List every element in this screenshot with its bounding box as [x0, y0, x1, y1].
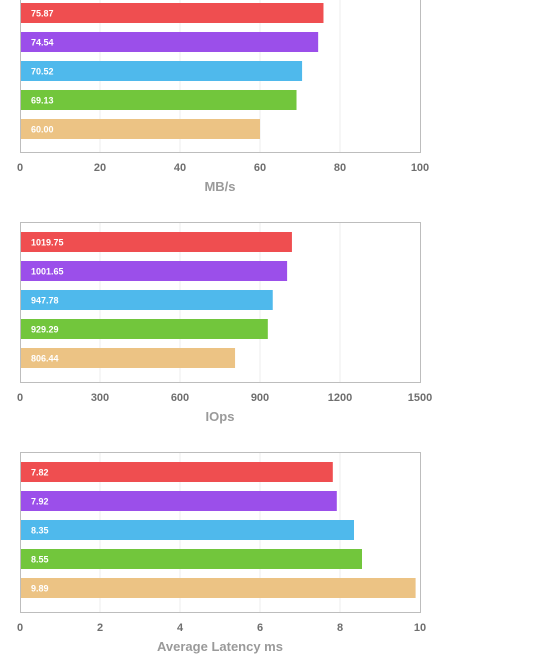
bar [21, 119, 260, 139]
x-tick-label: 900 [251, 392, 269, 404]
x-tick-label: 8 [337, 622, 343, 634]
x-tick-label: 6 [257, 622, 263, 634]
bar [21, 319, 268, 339]
bar [21, 462, 333, 482]
x-tick-label: 4 [177, 622, 184, 634]
bar-value-label: 1019.75 [31, 238, 64, 248]
bar [21, 90, 297, 110]
x-tick-label: 0 [17, 622, 23, 634]
bar [21, 232, 292, 252]
chart-1: 75.87 74.54 70.52 69.13 60.00 0 20 40 60 80 100 MB/… [17, 0, 429, 194]
x-axis-label: IOps [206, 409, 235, 424]
plot-frame [20, 222, 421, 383]
x-tick-label: 1200 [328, 392, 352, 404]
x-tick-label: 600 [171, 392, 189, 404]
plot-frame [20, 0, 421, 153]
x-axis-label: MB/s [204, 179, 235, 194]
bar-value-label: 69.13 [31, 96, 54, 106]
bar [21, 578, 416, 598]
x-tick-label: 80 [334, 162, 346, 174]
bar [21, 348, 236, 368]
bar-value-label: 75.87 [31, 9, 54, 19]
x-tick-label: 0 [17, 392, 23, 404]
chart-3: 7.82 7.92 8.35 8.55 9.89 0 2 4 6 8 10 Average Laten… [17, 452, 426, 654]
bar-value-label: 7.92 [31, 497, 49, 507]
x-tick-label: 20 [94, 162, 106, 174]
x-tick-label: 300 [91, 392, 109, 404]
bar-value-label: 806.44 [31, 354, 59, 364]
chart-2: 1019.75 1001.65 947.78 929.29 806.44 0 300 600 9… [17, 222, 432, 424]
x-tick-label: 60 [254, 162, 266, 174]
x-tick-label: 10 [414, 622, 426, 634]
bar-value-label: 7.82 [31, 468, 49, 478]
bar-value-label: 1001.65 [31, 267, 64, 277]
bar-value-label: 8.55 [31, 555, 49, 565]
bar [21, 61, 303, 81]
x-tick-label: 0 [17, 162, 23, 174]
x-tick-label: 40 [174, 162, 186, 174]
x-tick-label: 100 [411, 162, 429, 174]
bar [21, 32, 319, 52]
bar-value-label: 74.54 [31, 38, 54, 48]
bar [21, 491, 337, 511]
bar-value-label: 9.89 [31, 584, 49, 594]
bar-value-label: 8.35 [31, 526, 49, 536]
bar [21, 3, 324, 23]
x-tick-label: 2 [97, 622, 103, 634]
x-tick-label: 1500 [408, 392, 432, 404]
bar [21, 290, 273, 310]
bar [21, 549, 362, 569]
plot-frame [20, 452, 421, 613]
x-axis-label: Average Latency ms [157, 639, 283, 654]
bar [21, 520, 354, 540]
bar-value-label: 947.78 [31, 296, 59, 306]
bar-value-label: 929.29 [31, 325, 59, 335]
bar [21, 261, 288, 281]
bar-value-label: 70.52 [31, 67, 54, 77]
bar-value-label: 60.00 [31, 125, 54, 135]
